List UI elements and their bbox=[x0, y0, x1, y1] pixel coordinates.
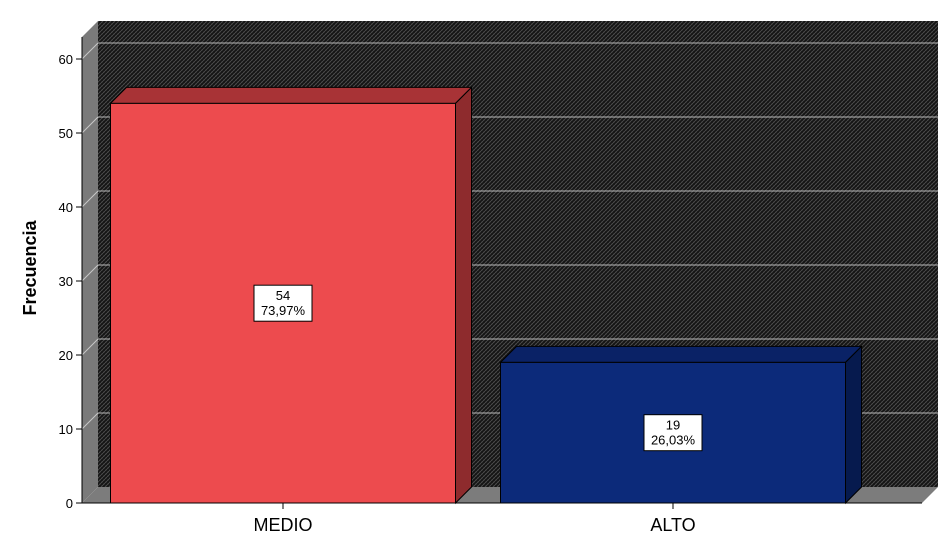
y-tick-label: 0 bbox=[66, 496, 73, 511]
x-axis: MEDIO ALTO bbox=[82, 502, 922, 535]
data-label-percent: 26,03% bbox=[651, 433, 696, 448]
bar-side bbox=[845, 345, 862, 505]
gridline-side bbox=[81, 190, 99, 208]
x-tick-label: MEDIO bbox=[253, 515, 312, 535]
gridline-side bbox=[81, 412, 99, 430]
y-axis-title: Frecuencia bbox=[20, 219, 40, 315]
y-tick-label: 20 bbox=[59, 348, 73, 363]
gridline-side bbox=[81, 338, 99, 356]
x-tick-label: ALTO bbox=[650, 515, 695, 535]
data-label-box bbox=[643, 414, 703, 452]
gridline-side bbox=[81, 116, 99, 134]
y-tick-label: 40 bbox=[59, 200, 73, 215]
side-wall bbox=[82, 21, 98, 503]
y-axis: 0 10 20 30 40 50 60 bbox=[59, 37, 83, 511]
bar-side bbox=[455, 86, 472, 505]
y-tick-label: 30 bbox=[59, 274, 73, 289]
data-label-count: 19 bbox=[666, 418, 680, 433]
data-label-count: 54 bbox=[276, 288, 290, 303]
data-label-percent: 73,97% bbox=[261, 303, 306, 318]
y-tick-label: 60 bbox=[59, 52, 73, 67]
bar-top bbox=[499, 345, 863, 363]
gridline-side bbox=[81, 42, 99, 60]
gridline-side bbox=[81, 264, 99, 282]
y-tick-label: 10 bbox=[59, 422, 73, 437]
data-label-box bbox=[253, 284, 313, 322]
y-tick-label: 50 bbox=[59, 126, 73, 141]
bar-top bbox=[109, 86, 473, 104]
